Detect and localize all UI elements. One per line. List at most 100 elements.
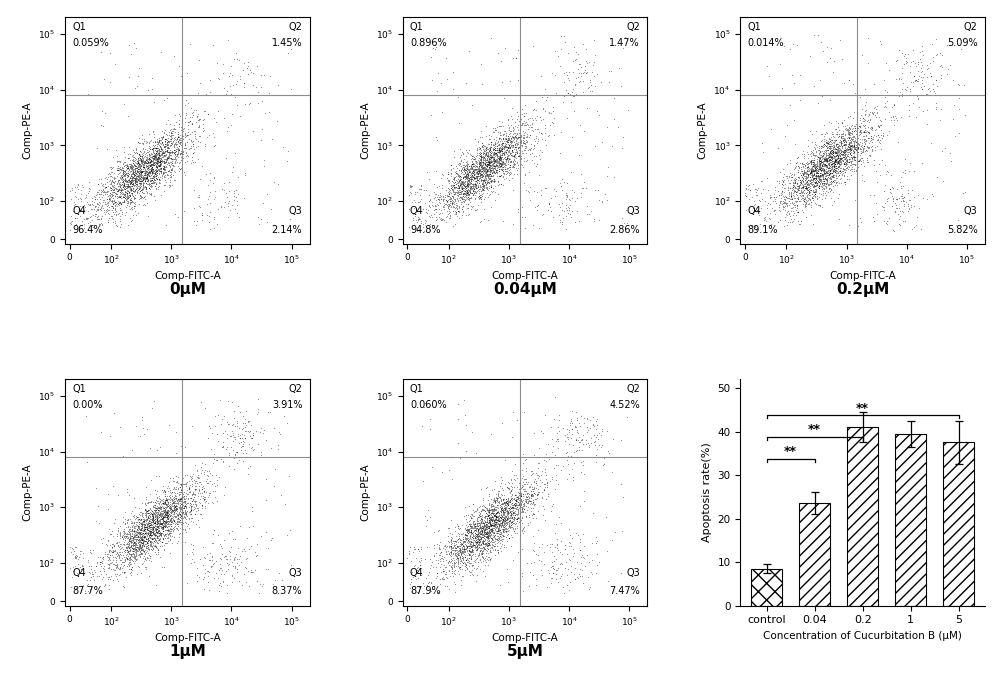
Point [818, 178, 834, 189]
Point [78, 189, 94, 200]
Point [486, 153, 502, 164]
Point [801, 181, 817, 192]
Point [143, 474, 159, 485]
Point [474, 180, 490, 191]
Point [160, 166, 176, 177]
Point [453, 165, 469, 176]
Point [803, 166, 819, 177]
Point [837, 176, 853, 187]
Point [132, 518, 148, 529]
Point [495, 170, 511, 181]
Point [114, 184, 130, 195]
Point [139, 198, 155, 209]
Point [491, 133, 507, 144]
Point [184, 500, 200, 512]
Point [537, 106, 553, 117]
Point [475, 181, 491, 192]
Point [132, 150, 148, 161]
Point [127, 174, 143, 185]
Point [855, 157, 871, 168]
Point [492, 519, 508, 530]
Point [933, 60, 949, 71]
Point [794, 166, 810, 177]
Point [165, 497, 181, 508]
Point [146, 528, 162, 539]
Point [172, 509, 188, 520]
Point [447, 182, 463, 193]
Point [160, 173, 176, 184]
Point [144, 156, 160, 167]
Point [492, 170, 508, 181]
Point [499, 497, 515, 508]
Point [149, 503, 165, 514]
Point [511, 516, 527, 528]
Point [501, 134, 517, 145]
Point [152, 496, 168, 507]
Point [821, 159, 837, 171]
Point [113, 184, 129, 195]
Point [408, 205, 424, 216]
Point [459, 175, 475, 187]
Point [144, 174, 160, 185]
Point [147, 523, 163, 534]
Point [122, 554, 138, 565]
Point [134, 535, 150, 546]
Point [461, 145, 477, 156]
Point [155, 130, 171, 141]
Point [450, 159, 466, 170]
Point [471, 161, 487, 172]
Point [470, 527, 486, 538]
Point [442, 198, 458, 209]
Point [805, 173, 821, 184]
Point [814, 145, 830, 157]
Point [154, 537, 170, 548]
Point [779, 158, 795, 169]
Point [469, 536, 485, 547]
Point [142, 160, 158, 171]
Point [127, 176, 143, 187]
Point [497, 516, 513, 527]
Point [102, 544, 118, 555]
Point [522, 482, 538, 493]
Point [490, 496, 506, 507]
Point [476, 521, 492, 532]
Point [800, 159, 816, 170]
Point [509, 127, 525, 139]
Point [480, 143, 496, 155]
Point [466, 183, 482, 194]
Point [191, 120, 207, 131]
Point [504, 532, 520, 543]
Point [790, 160, 806, 171]
Point [445, 544, 461, 555]
Point [465, 537, 481, 548]
Point [157, 172, 173, 183]
Point [132, 189, 148, 200]
Point [494, 164, 510, 175]
Point [203, 560, 219, 571]
Point [496, 144, 512, 155]
Point [841, 127, 857, 139]
Point [178, 513, 194, 524]
Point [832, 143, 848, 155]
Point [479, 150, 495, 161]
Point [250, 97, 266, 108]
Point [495, 147, 511, 158]
Point [525, 114, 541, 125]
Point [237, 421, 253, 432]
Point [512, 113, 528, 125]
Point [190, 114, 206, 125]
Point [535, 104, 551, 115]
Point [785, 182, 801, 193]
Point [525, 497, 541, 508]
Point [474, 164, 490, 175]
Point [896, 58, 912, 70]
Point [125, 163, 141, 174]
Point [509, 493, 525, 505]
Point [834, 131, 850, 142]
Point [126, 191, 142, 203]
Point [134, 532, 150, 544]
Point [490, 147, 506, 158]
Point [490, 537, 506, 548]
Point [828, 155, 844, 166]
Point [844, 125, 860, 136]
